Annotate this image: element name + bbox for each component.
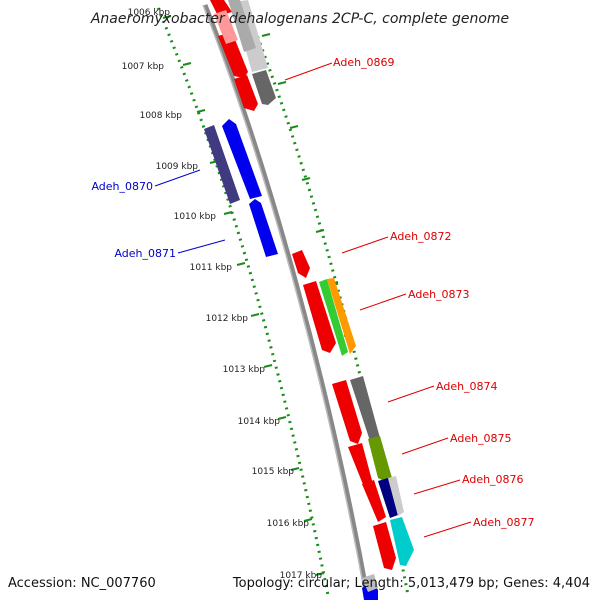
map-title: Anaeromyxobacter dehalogenans 2CP-C, com…	[90, 11, 509, 27]
gene-label-adeh-0874: Adeh_0874	[436, 380, 498, 393]
gene-adeh-0869	[252, 70, 276, 105]
gene-pre-pink	[214, 10, 238, 44]
kbp-label: 1015 kbp	[252, 467, 295, 477]
kbp-label: 1007 kbp	[122, 62, 165, 72]
gene-label-adeh-0873: Adeh_0873	[408, 288, 470, 301]
genome-backbone	[202, 4, 371, 600]
kbp-label: 1006 kbp	[128, 8, 171, 18]
accession-text: Accession: NC_007760	[8, 576, 156, 591]
gene-adeh-0873-orange	[327, 278, 356, 354]
gene-adeh-0870-b	[222, 119, 262, 199]
gene-adeh-0871	[249, 199, 278, 257]
gene-label-adeh-0875: Adeh_0875	[450, 432, 512, 445]
gene-labels: Adeh_0869 Adeh_0870 Adeh_0871 Adeh_0872 …	[91, 56, 534, 529]
gene-adeh-0876-navy	[378, 478, 398, 518]
gene-red-long-2	[332, 380, 362, 444]
gene-label-adeh-0872: Adeh_0872	[390, 230, 452, 243]
kbp-label: 1011 kbp	[190, 263, 233, 273]
kbp-label: 1017 kbp	[280, 571, 323, 581]
genome-backbone-highlight	[202, 4, 367, 600]
scale-track-right	[253, 29, 410, 596]
gene-label-adeh-0870: Adeh_0870	[91, 180, 153, 193]
gene-adeh-0873-green	[319, 279, 348, 356]
gene-label-adeh-0876: Adeh_0876	[462, 473, 524, 486]
gene-label-adeh-0871: Adeh_0871	[114, 247, 176, 260]
gene-bottom-gray	[362, 574, 378, 592]
gene-adeh-0869-red	[234, 75, 258, 111]
gene-label-adeh-0869: Adeh_0869	[333, 56, 395, 69]
gene-red-4	[362, 480, 386, 522]
kbp-ticks	[162, 15, 325, 576]
gene-adeh-0874	[350, 376, 380, 441]
gene-pre-red-2	[218, 32, 248, 78]
kbp-label: 1012 kbp	[206, 314, 249, 324]
kbp-label: 1014 kbp	[238, 417, 281, 427]
gene-adeh-0877	[390, 517, 414, 566]
topology-text: Topology: circular; Length: 5,013,479 bp…	[232, 576, 590, 591]
kbp-labels: 1006 kbp 1007 kbp 1008 kbp 1009 kbp 1010…	[122, 8, 323, 581]
kbp-label: 1009 kbp	[156, 162, 199, 172]
gene-adeh-0875	[368, 436, 392, 482]
gene-adeh-0876-lightgray	[388, 476, 404, 516]
gene-label-adeh-0877: Adeh_0877	[473, 516, 535, 529]
gene-red-3	[348, 443, 374, 492]
gene-adeh-0872	[292, 250, 310, 278]
gene-red-long-1	[303, 281, 336, 353]
kbp-label: 1008 kbp	[140, 111, 183, 121]
gene-adeh-0870-a	[204, 125, 240, 204]
kbp-label: 1016 kbp	[267, 519, 310, 529]
gene-pre-gray	[228, 0, 256, 52]
kbp-label: 1013 kbp	[223, 365, 266, 375]
kbp-label: 1010 kbp	[174, 212, 217, 222]
gene-red-5	[373, 522, 396, 570]
leader-lines	[154, 62, 472, 538]
